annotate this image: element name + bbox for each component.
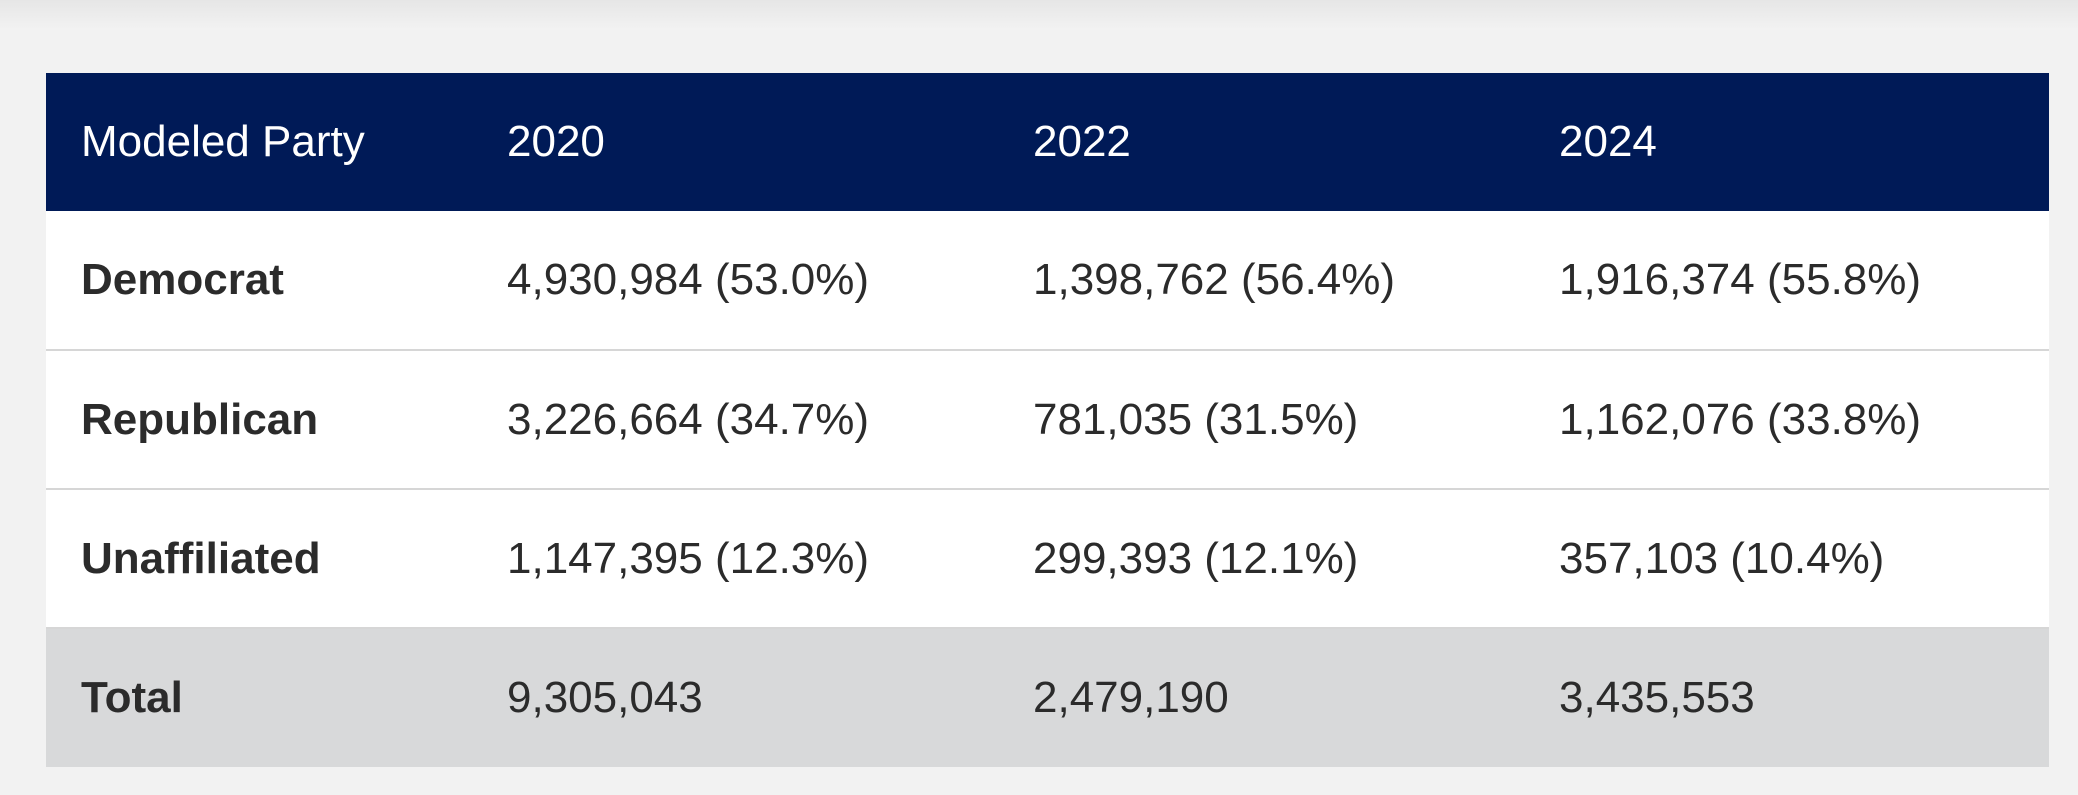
- cell-2024: 1,162,076 (33.8%): [1559, 394, 1922, 444]
- table-body: Democrat 4,930,984 (53.0%) 1,398,762 (56…: [46, 211, 2049, 767]
- table-row-republican: Republican 3,226,664 (34.7%) 781,035 (31…: [46, 350, 2049, 489]
- total-cell-2020: 9,305,043: [507, 673, 703, 722]
- party-registration-table: Modeled Party 2020 2022 2024 Democrat 4,…: [46, 73, 2049, 767]
- header-year-2020: 2020: [507, 117, 605, 166]
- row-label: Unaffiliated: [81, 533, 321, 583]
- table-row-democrat: Democrat 4,930,984 (53.0%) 1,398,762 (56…: [46, 211, 2049, 350]
- cell-2022: 299,393 (12.1%): [1033, 533, 1359, 583]
- row-label: Republican: [81, 394, 319, 444]
- cell-2020: 1,147,395 (12.3%): [507, 533, 870, 583]
- row-label: Total: [81, 673, 183, 722]
- header-row: Modeled Party 2020 2022 2024: [46, 73, 2049, 211]
- table-header: Modeled Party 2020 2022 2024: [46, 73, 2049, 211]
- total-cell-2024: 3,435,553: [1559, 673, 1755, 722]
- cell-2022: 1,398,762 (56.4%): [1033, 255, 1396, 304]
- table-row-unaffiliated: Unaffiliated 1,147,395 (12.3%) 299,393 (…: [46, 489, 2049, 628]
- header-year-2022: 2022: [1033, 117, 1131, 166]
- table-row-total: Total 9,305,043 2,479,190 3,435,553: [46, 628, 2049, 767]
- top-shadow: [0, 0, 2078, 30]
- cell-2024: 357,103 (10.4%): [1559, 533, 1885, 583]
- row-label: Democrat: [81, 255, 284, 304]
- total-cell-2022: 2,479,190: [1033, 673, 1229, 722]
- header-year-2024: 2024: [1559, 117, 1657, 166]
- cell-2024: 1,916,374 (55.8%): [1559, 255, 1922, 304]
- header-modeled-party: Modeled Party: [81, 117, 365, 166]
- cell-2020: 4,930,984 (53.0%): [507, 255, 870, 304]
- cell-2020: 3,226,664 (34.7%): [507, 394, 870, 444]
- cell-2022: 781,035 (31.5%): [1033, 394, 1359, 444]
